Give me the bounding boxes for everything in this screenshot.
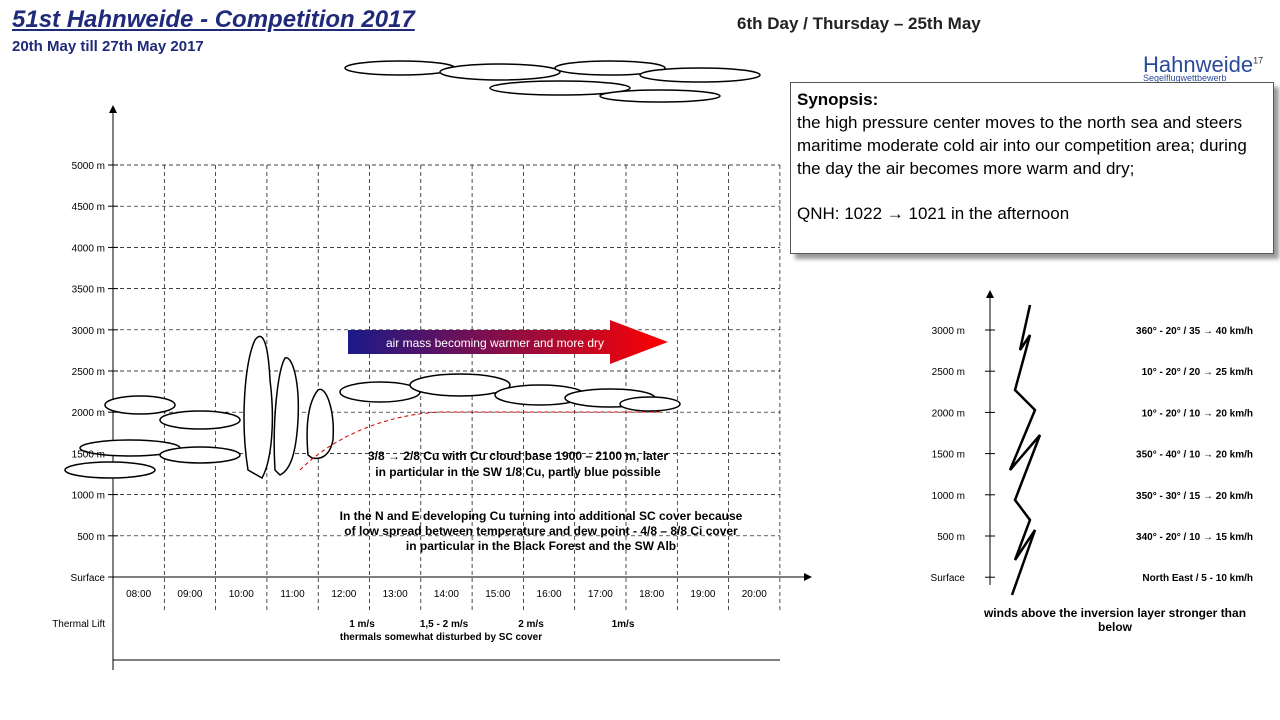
time-label: 09:00	[177, 589, 202, 600]
wind-value: North East / 5 - 10 km/h	[1142, 573, 1253, 584]
time-label: 17:00	[588, 589, 613, 600]
time-label: 08:00	[126, 589, 151, 600]
altitude-label: Surface	[71, 573, 106, 584]
altitude-label: 5000 m	[72, 161, 105, 172]
time-label: 15:00	[485, 589, 510, 600]
wind-value: 350° - 30° / 15 → 20 km/h	[1136, 491, 1253, 502]
lift: 1 m/s	[349, 619, 375, 630]
wind-value: 360° - 20° / 35 → 40 km/h	[1136, 326, 1253, 337]
sc-text: in particular in the Black Forest and th…	[406, 539, 676, 553]
wind-altitude: 1500 m	[932, 450, 965, 461]
sc-text: of low spread between temperature and de…	[344, 524, 738, 538]
lift-note: thermals somewhat disturbed by SC cover	[340, 632, 542, 643]
arrow-text: air mass becoming warmer and more dry	[386, 336, 604, 350]
altitude-label: 4500 m	[72, 202, 105, 213]
altitude-label: 3000 m	[72, 326, 105, 337]
wind-altitude: 500 m	[937, 532, 965, 543]
altitude-label: 2500 m	[72, 367, 105, 378]
lift: 1m/s	[612, 619, 635, 630]
wind-altitude: 2000 m	[932, 408, 965, 419]
altitude-label: 1500 m	[72, 449, 105, 460]
cloud-text: 3/8 → 2/8 Cu with Cu cloud base 1900 – 2…	[368, 449, 668, 463]
dates: 20th May till 27th May 2017	[12, 38, 204, 55]
synopsis-text: the high pressure center moves to the no…	[797, 113, 1247, 178]
synopsis-title: Synopsis:	[797, 90, 879, 109]
day: 6th Day / Thursday – 25th May	[737, 14, 981, 33]
wind-altitude: 2500 m	[932, 367, 965, 378]
time-label: 18:00	[639, 589, 664, 600]
cloud-text: in particular in the SW 1/8 Cu, partly b…	[375, 465, 661, 479]
time-label: 13:00	[383, 589, 408, 600]
logo-year: 17	[1253, 55, 1264, 66]
sc-text: In the N and E developing Cu turning int…	[340, 509, 743, 523]
logo-sub: Segelflugwettbewerb	[1143, 73, 1227, 83]
wind-profile	[985, 290, 1042, 596]
time-label: 14:00	[434, 589, 459, 600]
row-label: Thermal Lift	[52, 619, 105, 630]
wind-altitude: Surface	[931, 573, 966, 584]
time-label: 20:00	[742, 589, 767, 600]
lift: 1,5 - 2 m/s	[420, 619, 469, 630]
wind-altitude: 1000 m	[932, 491, 965, 502]
arrow	[348, 320, 668, 364]
title: 51st Hahnweide - Competition 2017	[12, 6, 415, 33]
wind-altitude: 3000 m	[932, 326, 965, 337]
altitude-label: 3500 m	[72, 285, 105, 296]
logo: Hahnweide17 Segelflugwettbewerb	[1143, 52, 1263, 83]
wind-value: 10° - 20° / 10 → 20 km/h	[1142, 408, 1253, 419]
time-label: 11:00	[280, 589, 305, 600]
altitude-label: 4000 m	[72, 243, 105, 254]
wind-value: 340° - 20° / 10 → 15 km/h	[1136, 532, 1253, 543]
time-label: 16:00	[537, 589, 562, 600]
wind-value: 350° - 40° / 10 → 20 km/h	[1136, 450, 1253, 461]
clouds	[64, 60, 761, 480]
altitude-label: 500 m	[77, 532, 105, 543]
synopsis: Synopsis: the high pressure center moves …	[790, 82, 1274, 254]
cloud-base	[299, 411, 660, 471]
altitude-label: 1000 m	[72, 491, 105, 502]
wind-value: 10° - 20° / 20 → 25 km/h	[1142, 367, 1253, 378]
time-label: 19:00	[690, 589, 715, 600]
logo-name: Hahnweide	[1143, 52, 1254, 77]
time-label: 10:00	[229, 589, 254, 600]
time-label: 12:00	[331, 589, 356, 600]
lift: 2 m/s	[518, 619, 544, 630]
altitude-label: 2000 m	[72, 408, 105, 419]
qnh: QNH: 1022 → 1021 in the afternoon	[797, 204, 1070, 223]
wind-note: winds above the inversion layer stronger…	[983, 606, 1247, 634]
